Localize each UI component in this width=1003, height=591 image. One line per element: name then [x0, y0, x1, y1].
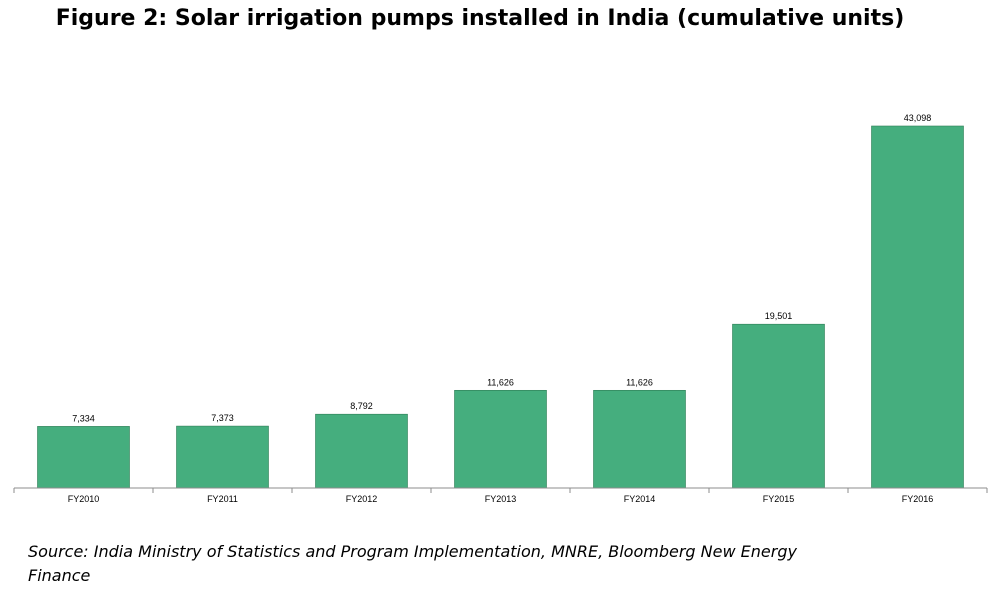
data-label: 11,626 [487, 377, 514, 387]
source-note: Source: India Ministry of Statistics and… [28, 542, 797, 585]
chart-title: Figure 2: Solar irrigation pumps install… [55, 6, 905, 31]
x-tick-label: FY2016 [902, 494, 934, 504]
bar-fy2014 [593, 389, 686, 489]
bar-fy2013 [454, 389, 547, 489]
bar-fy2011 [176, 425, 269, 489]
bar-fy2010 [37, 426, 130, 489]
bar-fy2016 [871, 125, 964, 489]
bar-fy2015 [732, 323, 825, 489]
x-tick-label: FY2012 [346, 494, 378, 504]
x-tick-label: FY2010 [68, 494, 100, 504]
bar-chart: 7,334 FY2010 7,373 FY2011 8,792 FY2012 11,626 F… [13, 113, 988, 504]
bar-fy2012 [315, 413, 408, 489]
x-tick-label: FY2011 [207, 494, 238, 504]
x-tick-label: FY2014 [624, 494, 656, 504]
data-label: 43,098 [904, 113, 932, 123]
x-tick-label: FY2015 [763, 494, 795, 504]
labels-layer: 7,334 FY2010 7,373 FY2011 8,792 FY2012 11,626 F… [68, 113, 934, 504]
data-label: 7,373 [211, 413, 234, 423]
data-label: 19,501 [765, 311, 793, 321]
bars-layer [37, 125, 964, 489]
data-label: 8,792 [350, 401, 373, 411]
x-tick-label: FY2013 [485, 494, 517, 504]
data-label: 11,626 [626, 377, 653, 387]
x-axis-ticks [13, 488, 988, 493]
data-label: 7,334 [72, 413, 95, 423]
